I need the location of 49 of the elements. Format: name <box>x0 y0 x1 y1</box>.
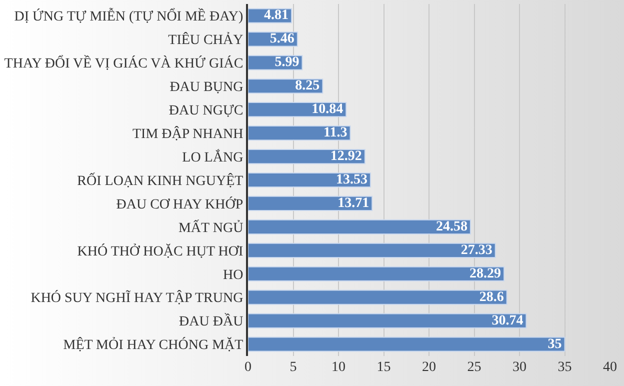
y-tick-label: ĐAU NGỰC <box>168 104 244 118</box>
data-label: 5.46 <box>270 32 294 47</box>
y-tick-label: TIM ĐẬP NHANH <box>132 124 244 142</box>
data-label: 24.58 <box>436 219 468 234</box>
x-tick-label: 15 <box>376 360 391 375</box>
x-tick-label: 25 <box>467 360 482 375</box>
data-label: 12.92 <box>330 149 362 164</box>
y-tick-label: LO LẮNG <box>182 148 244 166</box>
x-tick-label: 5 <box>290 360 297 375</box>
bar <box>248 242 496 258</box>
data-label: 28.6 <box>479 290 504 305</box>
bar <box>248 266 505 282</box>
data-label: 8.25 <box>295 78 320 94</box>
data-label: 28.29 <box>470 266 502 282</box>
y-tick-label: HO <box>222 268 244 283</box>
bar <box>248 336 566 352</box>
data-label: 11.3 <box>324 126 348 141</box>
data-label: 13.71 <box>338 196 370 211</box>
x-tick-label: 0 <box>244 360 252 375</box>
x-tick-label: 40 <box>603 360 617 375</box>
data-label: 13.53 <box>336 172 368 188</box>
x-tick-label: 30 <box>512 360 526 375</box>
data-label: 27.33 <box>460 242 492 258</box>
bar <box>248 290 508 305</box>
y-tick-label: MỆT MỎI HAY CHÓNG MẶT <box>63 336 244 354</box>
y-tick-label: ĐAU CƠ HAY KHỚP <box>116 195 244 212</box>
data-label: 30.74 <box>492 313 524 328</box>
bar <box>248 219 471 234</box>
data-label: 10.84 <box>312 102 344 118</box>
bar <box>248 148 366 164</box>
x-tick-label: 10 <box>332 360 346 375</box>
y-tick-label: MẤT NGỦ <box>178 218 244 236</box>
y-tick-label: ĐAU ĐẦU <box>179 312 244 330</box>
y-tick-label: KHÓ THỞ HOẶC HỤT HƠI <box>77 242 244 260</box>
x-tick-label: 35 <box>558 360 572 375</box>
y-tick-label: DỊ ỨNG TỰ MIỄN (TỰ NỔI MỀ ĐAY) <box>14 8 244 25</box>
y-tick-label: ĐAU BỤNG <box>170 80 244 96</box>
data-label: 4.81 <box>264 8 289 24</box>
bar <box>248 313 527 328</box>
y-tick-label: KHÓ SUY NGHĨ HAY TẬP TRUNG <box>30 289 244 306</box>
data-label: 35 <box>548 336 562 352</box>
y-tick-label: RỐI LOẠN KINH NGUYỆT <box>77 172 244 189</box>
data-label: 5.99 <box>274 55 300 70</box>
y-tick-label: THAY ĐỔI VỀ VỊ GIÁC VÀ KHỨ GIÁC <box>4 54 244 72</box>
x-tick-label: 20 <box>422 360 436 375</box>
bar <box>248 126 351 141</box>
bar <box>248 196 373 212</box>
bar <box>248 172 371 188</box>
y-tick-label: TIÊU CHẢY <box>168 31 244 48</box>
